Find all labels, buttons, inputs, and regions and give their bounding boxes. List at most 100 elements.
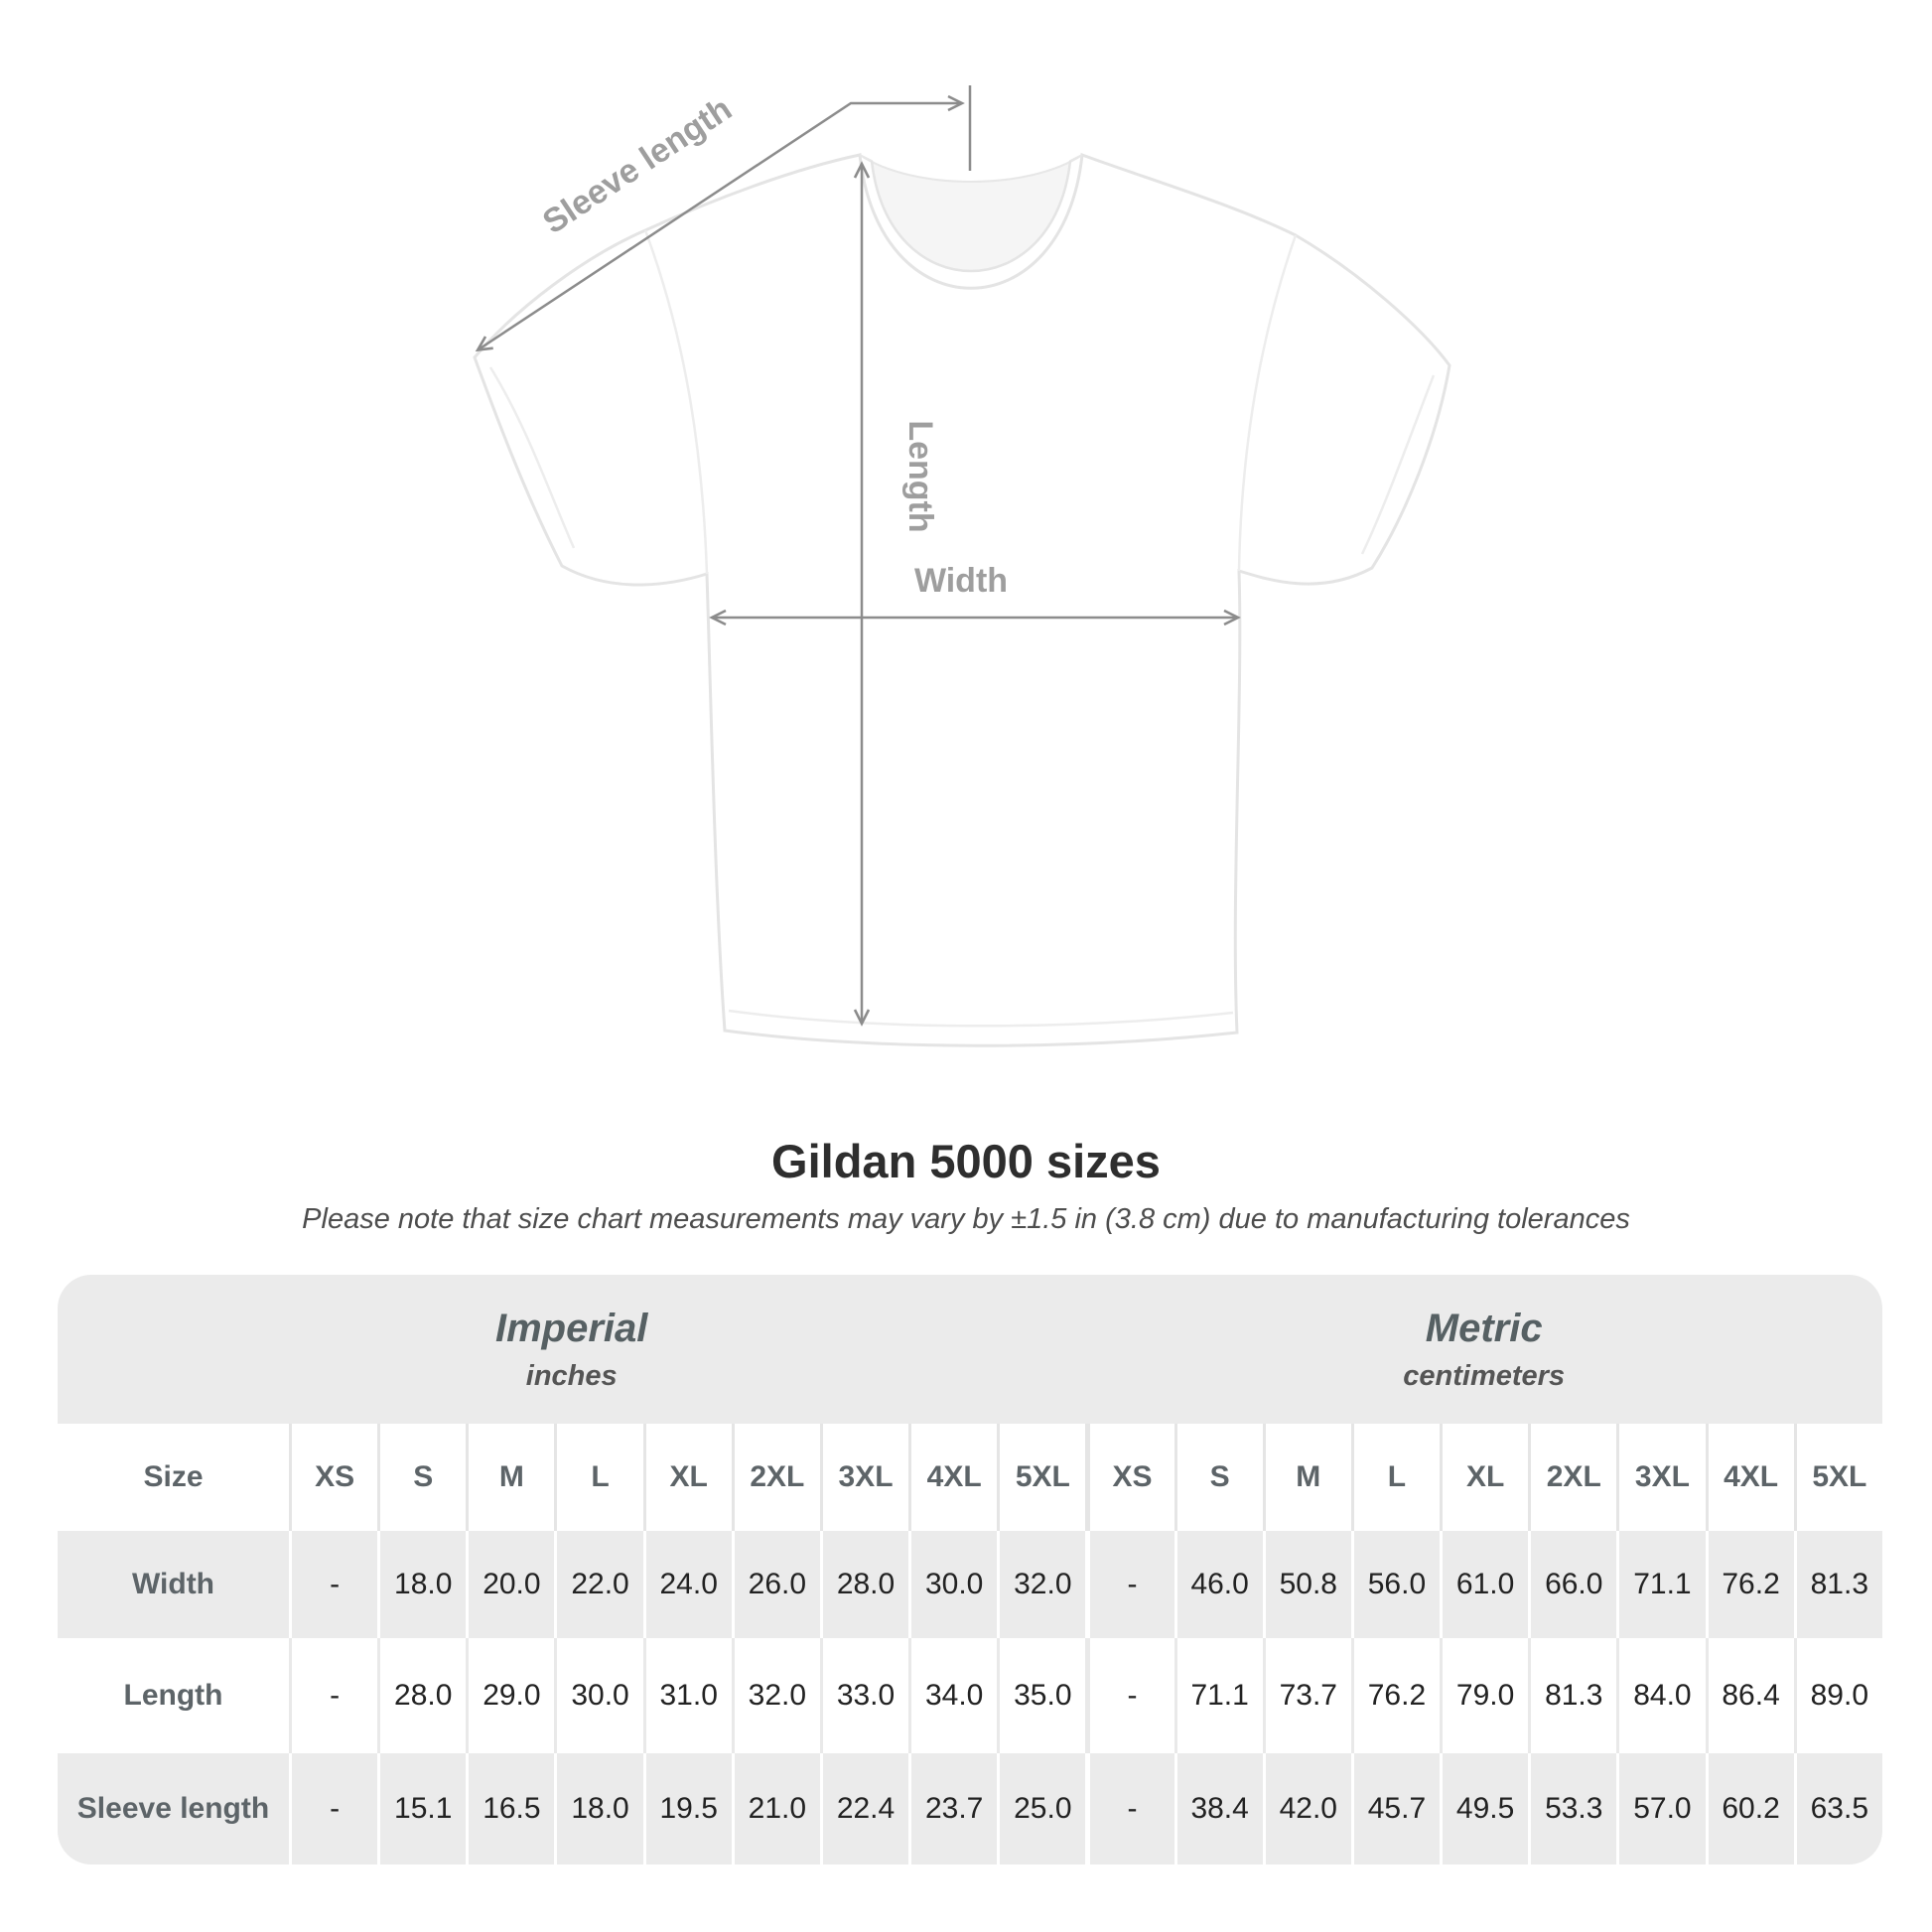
size-header-metric-m: M bbox=[1262, 1424, 1351, 1531]
value-cell: 42.0 bbox=[1262, 1753, 1351, 1864]
tshirt-graphic bbox=[473, 152, 1451, 1047]
value-cell: 46.0 bbox=[1173, 1531, 1263, 1638]
size-header-metric-4xl: 4XL bbox=[1705, 1424, 1794, 1531]
value-cell: 57.0 bbox=[1616, 1753, 1706, 1864]
value-cell: 24.0 bbox=[642, 1531, 732, 1638]
value-cell: 50.8 bbox=[1262, 1531, 1351, 1638]
size-header-metric-3xl: 3XL bbox=[1616, 1424, 1706, 1531]
value-cell: 20.0 bbox=[466, 1531, 555, 1638]
value-cell: 89.0 bbox=[1793, 1638, 1882, 1753]
value-cell: 60.2 bbox=[1705, 1753, 1794, 1864]
value-cell: 18.0 bbox=[554, 1753, 643, 1864]
right-sleeve-seam bbox=[1237, 234, 1298, 572]
value-cell: 76.2 bbox=[1705, 1531, 1794, 1638]
value-cell: 38.4 bbox=[1173, 1753, 1263, 1864]
size-header-metric-2xl: 2XL bbox=[1528, 1424, 1617, 1531]
metric-group-title: Metric bbox=[1425, 1306, 1543, 1350]
value-cell: 21.0 bbox=[731, 1753, 820, 1864]
size-header-imperial-m: M bbox=[466, 1424, 555, 1531]
size-header-metric-s: S bbox=[1173, 1424, 1263, 1531]
value-cell: - bbox=[289, 1753, 378, 1864]
value-cell: 66.0 bbox=[1528, 1531, 1617, 1638]
value-cell: 53.3 bbox=[1528, 1753, 1617, 1864]
value-cell: 81.3 bbox=[1793, 1531, 1882, 1638]
value-cell: 63.5 bbox=[1793, 1753, 1882, 1864]
metric-group-unit: centimeters bbox=[1403, 1359, 1566, 1392]
size-header-metric-5xl: 5XL bbox=[1793, 1424, 1882, 1531]
width-label: Width bbox=[914, 562, 1008, 600]
page-title: Gildan 5000 sizes bbox=[771, 1135, 1161, 1187]
size-header-metric-xl: XL bbox=[1440, 1424, 1529, 1531]
row-label: Sleeve length bbox=[58, 1753, 289, 1864]
size-header-imperial-l: L bbox=[554, 1424, 643, 1531]
value-cell: 22.0 bbox=[554, 1531, 643, 1638]
size-header-imperial-5xl: 5XL bbox=[997, 1424, 1086, 1531]
table-row-sleeve-length: Sleeve length - 15.1 16.5 18.0 19.5 21.0… bbox=[58, 1753, 1882, 1864]
hem-stitch bbox=[728, 1009, 1234, 1028]
row-label: Length bbox=[58, 1638, 289, 1753]
value-cell: 71.1 bbox=[1173, 1638, 1263, 1753]
value-cell: 28.0 bbox=[377, 1638, 467, 1753]
table-row-width: Width - 18.0 20.0 22.0 24.0 26.0 28.0 30… bbox=[58, 1531, 1882, 1638]
size-header-imperial-s: S bbox=[377, 1424, 467, 1531]
value-cell: 22.4 bbox=[819, 1753, 909, 1864]
value-cell: 56.0 bbox=[1350, 1531, 1441, 1638]
tolerance-note: Please note that size chart measurements… bbox=[302, 1203, 1630, 1235]
imperial-group-title: Imperial bbox=[495, 1306, 648, 1350]
value-cell: 49.5 bbox=[1440, 1753, 1529, 1864]
value-cell: 76.2 bbox=[1350, 1638, 1441, 1753]
value-cell: 34.0 bbox=[908, 1638, 998, 1753]
sleeve-length-arrow bbox=[475, 94, 965, 352]
size-header-imperial-2xl: 2XL bbox=[731, 1424, 820, 1531]
value-cell: 30.0 bbox=[908, 1531, 998, 1638]
value-cell: 30.0 bbox=[554, 1638, 643, 1753]
tshirt-body bbox=[473, 152, 1451, 1047]
value-cell: 86.4 bbox=[1705, 1638, 1794, 1753]
table-row-length: Length - 28.0 29.0 30.0 31.0 32.0 33.0 3… bbox=[58, 1638, 1882, 1753]
size-header-metric-xs: XS bbox=[1085, 1424, 1174, 1531]
value-cell: 79.0 bbox=[1440, 1638, 1529, 1753]
tshirt-measurement-diagram: Sleeve length Length Width bbox=[473, 85, 1451, 1047]
size-header-imperial-3xl: 3XL bbox=[819, 1424, 909, 1531]
size-column-header: Size bbox=[58, 1424, 289, 1531]
value-cell: - bbox=[1085, 1531, 1174, 1638]
size-chart-table: Imperial inches Metric centimeters Size … bbox=[58, 1275, 1882, 1864]
value-cell: - bbox=[289, 1531, 378, 1638]
group-header-metric: Metric centimeters bbox=[1085, 1275, 1882, 1424]
group-header-imperial: Imperial inches bbox=[58, 1275, 1086, 1424]
value-cell: 19.5 bbox=[642, 1753, 732, 1864]
length-label: Length bbox=[901, 420, 939, 532]
value-cell: 73.7 bbox=[1262, 1638, 1351, 1753]
left-sleeve-stitch bbox=[488, 366, 576, 549]
value-cell: 28.0 bbox=[819, 1531, 909, 1638]
value-cell: 23.7 bbox=[908, 1753, 998, 1864]
value-cell: 31.0 bbox=[642, 1638, 732, 1753]
row-label: Width bbox=[58, 1531, 289, 1638]
size-header-imperial-xl: XL bbox=[642, 1424, 732, 1531]
value-cell: 32.0 bbox=[731, 1638, 820, 1753]
size-header-metric-l: L bbox=[1350, 1424, 1441, 1531]
value-cell: 45.7 bbox=[1350, 1753, 1441, 1864]
right-sleeve-stitch bbox=[1360, 374, 1436, 555]
value-cell: 26.0 bbox=[731, 1531, 820, 1638]
value-cell: 16.5 bbox=[466, 1753, 555, 1864]
size-header-imperial-xs: XS bbox=[289, 1424, 378, 1531]
imperial-group-unit: inches bbox=[525, 1359, 618, 1392]
value-cell: 81.3 bbox=[1528, 1638, 1617, 1753]
value-cell: 84.0 bbox=[1616, 1638, 1706, 1753]
value-cell: 32.0 bbox=[997, 1531, 1086, 1638]
value-cell: 33.0 bbox=[819, 1638, 909, 1753]
value-cell: 29.0 bbox=[466, 1638, 555, 1753]
value-cell: 35.0 bbox=[997, 1638, 1086, 1753]
value-cell: - bbox=[1085, 1753, 1174, 1864]
value-cell: 71.1 bbox=[1616, 1531, 1706, 1638]
unit-group-row: Imperial inches Metric centimeters bbox=[58, 1275, 1882, 1424]
value-cell: 25.0 bbox=[997, 1753, 1086, 1864]
value-cell: 18.0 bbox=[377, 1531, 467, 1638]
value-cell: 61.0 bbox=[1440, 1531, 1529, 1638]
size-header-row: Size XS S M L XL 2XL 3XL 4XL 5XL XS S M … bbox=[58, 1424, 1882, 1531]
value-cell: - bbox=[1085, 1638, 1174, 1753]
size-header-imperial-4xl: 4XL bbox=[908, 1424, 998, 1531]
value-cell: 15.1 bbox=[377, 1753, 467, 1864]
